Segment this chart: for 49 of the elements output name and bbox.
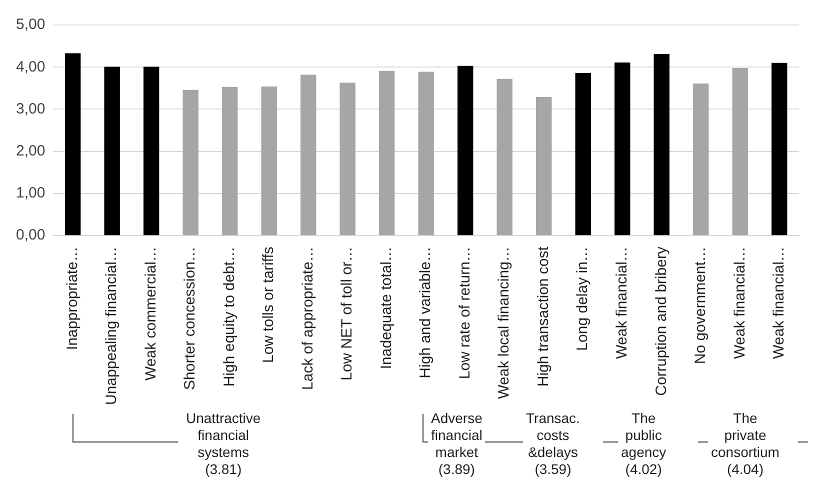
bar [614, 62, 630, 236]
bar [458, 66, 474, 236]
x-tick-label: Inadequate total… [378, 246, 395, 370]
bar [772, 62, 788, 236]
text: Adverse financial market (3.89) [428, 410, 486, 478]
x-tick-label: Shorter concession… [182, 246, 199, 390]
x-tick-label: High transaction cost [534, 246, 552, 387]
text: The private consortium (4.04) [708, 410, 782, 478]
bar [418, 72, 434, 236]
y-tick-label: 0,00 [16, 226, 46, 244]
bar [340, 82, 356, 236]
bar [222, 86, 238, 236]
x-tick-label: Weak local financing… [496, 246, 513, 399]
x-tick-label: Inappropriate… [64, 246, 81, 350]
x-tick-label: No government… [692, 246, 710, 364]
x-tick-label: Weak financial… [731, 246, 748, 359]
bar [300, 74, 316, 236]
y-tick-label: 4,00 [16, 58, 46, 76]
y-tick-label: 1,00 [16, 184, 46, 202]
bar [378, 70, 395, 236]
x-tick-label: Low tolls or tariffs [260, 246, 278, 363]
x-tick-label: Unappealing financial… [103, 246, 120, 405]
x-tick-label: Corruption and bribery [652, 246, 670, 396]
x-tick-label: Low rate of return… [456, 246, 474, 380]
x-tick-label: High equity to debt… [220, 246, 238, 387]
bar [64, 53, 81, 236]
bar [104, 66, 120, 236]
x-tick-label: Weak financial… [614, 246, 630, 359]
x-tick-label: Weak commercial… [142, 246, 160, 380]
y-tick-label: 3,00 [16, 100, 46, 118]
bar [693, 84, 709, 236]
bar [496, 78, 512, 236]
x-tick-label: Low NET of toll or… [338, 246, 356, 381]
x-tick-label: Lack of appropriate… [299, 246, 316, 390]
bar [732, 68, 748, 236]
x-tick-label: Weak financial… [770, 246, 788, 359]
bar [261, 86, 277, 236]
text: Unattractive financial systems (3.81) [183, 410, 264, 478]
x-tick-label: Long delay in… [574, 246, 592, 351]
bar [536, 97, 552, 236]
bar [182, 90, 198, 236]
text: Transac. costs &delays (3.59) [523, 410, 583, 478]
text: The public agency (4.02) [618, 410, 670, 478]
bar [654, 54, 670, 236]
y-tick-label: 2,00 [16, 142, 46, 160]
bar [143, 66, 160, 236]
x-tick-label: High and variable… [417, 246, 434, 378]
bar [575, 73, 591, 236]
y-tick-label: 5,00 [16, 16, 46, 34]
